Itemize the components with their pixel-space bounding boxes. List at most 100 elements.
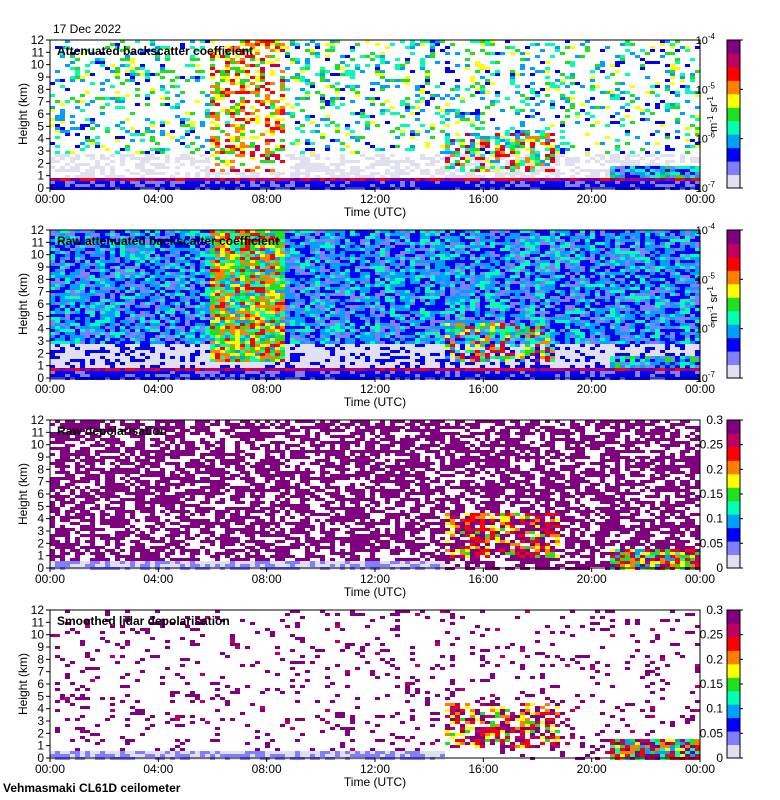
heatmap-cell bbox=[325, 145, 330, 148]
heatmap-cell bbox=[100, 266, 105, 269]
heatmap-cell bbox=[220, 290, 225, 293]
heatmap-cell bbox=[470, 178, 475, 181]
heatmap-cell bbox=[225, 55, 230, 58]
heatmap-cell bbox=[350, 136, 355, 139]
heatmap-cell bbox=[405, 160, 410, 163]
heatmap-cell bbox=[95, 356, 100, 359]
heatmap-cell bbox=[150, 317, 155, 320]
heatmap-cell bbox=[465, 88, 470, 91]
heatmap-cell bbox=[120, 121, 125, 124]
heatmap-cell bbox=[140, 278, 145, 281]
heatmap-cell bbox=[590, 178, 595, 181]
heatmap-cell bbox=[55, 356, 60, 359]
heatmap-cell bbox=[145, 272, 150, 275]
heatmap-cell bbox=[380, 103, 385, 106]
heatmap-cell bbox=[230, 296, 235, 299]
heatmap-cell bbox=[230, 91, 235, 94]
heatmap-cell bbox=[565, 115, 570, 118]
heatmap-cell bbox=[155, 254, 160, 257]
heatmap-cell bbox=[505, 160, 510, 163]
heatmap-cell bbox=[145, 184, 150, 187]
heatmap-cell bbox=[250, 374, 255, 377]
heatmap-cell bbox=[120, 127, 125, 130]
heatmap-cell bbox=[515, 148, 520, 151]
heatmap-cell bbox=[645, 169, 650, 172]
heatmap-cell bbox=[220, 70, 225, 73]
heatmap-cell bbox=[190, 184, 195, 187]
heatmap-cell bbox=[50, 359, 55, 362]
heatmap-cell bbox=[115, 76, 120, 79]
heatmap-cell bbox=[165, 230, 170, 233]
heatmap-cell bbox=[685, 181, 690, 184]
heatmap-cell bbox=[270, 338, 275, 341]
heatmap-cell bbox=[215, 242, 220, 245]
heatmap-cell bbox=[150, 121, 155, 124]
heatmap-cell bbox=[115, 106, 120, 109]
heatmap-cell bbox=[365, 175, 370, 178]
heatmap-cell bbox=[75, 106, 80, 109]
heatmap-cell bbox=[150, 344, 155, 347]
heatmap-cell bbox=[110, 290, 115, 293]
heatmap-cell bbox=[110, 239, 115, 242]
heatmap-cell bbox=[510, 175, 515, 178]
heatmap-cell bbox=[115, 233, 120, 236]
heatmap-cell bbox=[145, 73, 150, 76]
heatmap-cell bbox=[220, 353, 225, 356]
heatmap-cell bbox=[435, 178, 440, 181]
heatmap-cell bbox=[345, 160, 350, 163]
heatmap-cell bbox=[270, 308, 275, 311]
heatmap-cell bbox=[585, 160, 590, 163]
heatmap-cell bbox=[50, 266, 55, 269]
heatmap-cell bbox=[250, 184, 255, 187]
heatmap-cell bbox=[55, 374, 60, 377]
heatmap-cell bbox=[295, 172, 300, 175]
heatmap-cell bbox=[145, 344, 150, 347]
heatmap-cell bbox=[120, 160, 125, 163]
heatmap-cell bbox=[165, 251, 170, 254]
heatmap-cell bbox=[245, 308, 250, 311]
heatmap-cell bbox=[485, 181, 490, 184]
heatmap-cell bbox=[145, 338, 150, 341]
heatmap-cell bbox=[225, 365, 230, 368]
heatmap-cell bbox=[85, 172, 90, 175]
heatmap-cell bbox=[600, 91, 605, 94]
heatmap-cell bbox=[250, 175, 255, 178]
heatmap-cell bbox=[65, 239, 70, 242]
heatmap-cell bbox=[270, 64, 275, 67]
heatmap-cell bbox=[215, 269, 220, 272]
heatmap-cell bbox=[240, 323, 245, 326]
heatmap-cell bbox=[55, 245, 60, 248]
heatmap-cell bbox=[90, 166, 95, 169]
heatmap-cell bbox=[125, 335, 130, 338]
heatmap-cell bbox=[535, 112, 540, 115]
heatmap-cell bbox=[545, 166, 550, 169]
heatmap-cell bbox=[140, 341, 145, 344]
heatmap-cell bbox=[135, 157, 140, 160]
heatmap-cell bbox=[200, 284, 205, 287]
heatmap-cell bbox=[615, 157, 620, 160]
heatmap-cell bbox=[220, 239, 225, 242]
heatmap-cell bbox=[495, 169, 500, 172]
heatmap-cell bbox=[265, 272, 270, 275]
heatmap-cell bbox=[560, 121, 565, 124]
heatmap-cell bbox=[485, 43, 490, 46]
heatmap-cell bbox=[295, 97, 300, 100]
heatmap-cell bbox=[100, 239, 105, 242]
heatmap-cell bbox=[475, 115, 480, 118]
heatmap-cell bbox=[335, 91, 340, 94]
heatmap-cell bbox=[115, 368, 120, 371]
heatmap-cell bbox=[160, 356, 165, 359]
heatmap-cell bbox=[225, 239, 230, 242]
heatmap-cell bbox=[610, 166, 615, 169]
heatmap-cell bbox=[360, 175, 365, 178]
heatmap-cell bbox=[660, 181, 665, 184]
heatmap-cell bbox=[225, 181, 230, 184]
heatmap-cell bbox=[650, 184, 655, 187]
heatmap-cell bbox=[635, 106, 640, 109]
heatmap-cell bbox=[155, 184, 160, 187]
heatmap-cell bbox=[150, 157, 155, 160]
heatmap-cell bbox=[200, 272, 205, 275]
heatmap-cell bbox=[60, 299, 65, 302]
heatmap-cell bbox=[255, 121, 260, 124]
heatmap-cell bbox=[490, 100, 495, 103]
